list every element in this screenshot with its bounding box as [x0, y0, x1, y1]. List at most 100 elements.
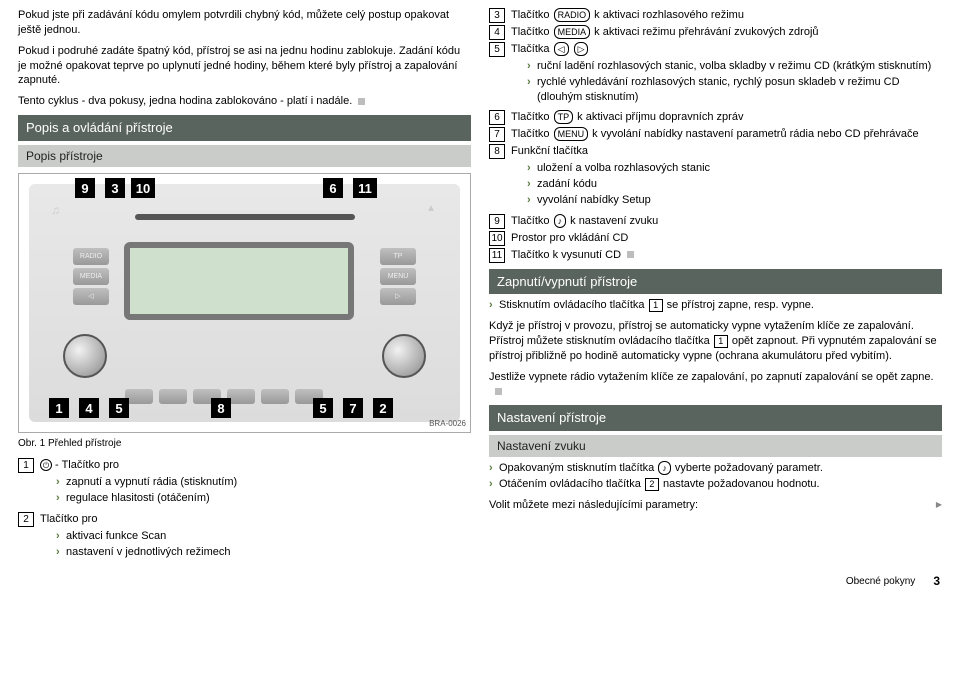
- num-5: 5: [489, 42, 505, 57]
- badge-4: 4: [79, 398, 99, 418]
- list-item-5: 5 Tlačítka ◁ ▷ ruční ladění rozhlasových…: [489, 42, 942, 108]
- left-arrow-button: ◁: [73, 288, 109, 305]
- txt: se přístroj zapne, resp. vypne.: [664, 299, 814, 311]
- eject-icon: ▲: [426, 202, 436, 216]
- right-knob: [382, 334, 426, 378]
- tp-key-icon: TP: [554, 110, 574, 124]
- footer-page: 3: [933, 573, 940, 589]
- badge-1: 1: [49, 398, 69, 418]
- item8-bullet: vyvolání nabídky Setup: [527, 193, 942, 208]
- page-footer: Obecné pokyny 3: [0, 569, 960, 595]
- list-item-3: 3 Tlačítko RADIO k aktivaci rozhlasového…: [489, 8, 942, 23]
- list-item-9: 9 Tlačítko ♪ k nastavení zvuku: [489, 214, 942, 229]
- item5-bullet: ruční ladění rozhlasových stanic, volba …: [527, 59, 942, 74]
- item8-bullet: zadání kódu: [527, 177, 942, 192]
- list-item-11: 11 Tlačítko k vysunutí CD: [489, 248, 942, 263]
- txt: Tlačítko k vysunutí CD: [511, 248, 942, 263]
- intro-p1: Pokud jste při zadávání kódu omylem potv…: [18, 8, 471, 38]
- num-7: 7: [489, 127, 505, 142]
- footer-section: Obecné pokyny: [846, 575, 916, 589]
- item2-bullet: nastavení v jednotlivých režimech: [56, 545, 471, 560]
- right-arrow-button: ▷: [380, 288, 416, 305]
- item8-bullet: uložení a volba rozhlasových stanic: [527, 161, 942, 176]
- power-symbol: ⏻: [40, 459, 52, 471]
- fn-key: [159, 389, 187, 404]
- section-power: Zapnutí/vypnutí přístroje: [489, 269, 942, 295]
- badge-5: 5: [109, 398, 129, 418]
- num-8: 8: [489, 144, 505, 159]
- intro-p2: Pokud i podruhé zadáte špatný kód, příst…: [18, 44, 471, 89]
- item5-bullet: rychlé vyhledávání rozhlasových stanic, …: [527, 75, 942, 105]
- list-item-7: 7 Tlačítko MENU k vyvolání nabídky nasta…: [489, 127, 942, 142]
- ref-2-icon: 2: [645, 478, 659, 491]
- badge-2: 2: [373, 398, 393, 418]
- txt: Tlačítka: [511, 43, 553, 55]
- media-button: MEDIA: [73, 268, 109, 285]
- section-settings: Nastavení přístroje: [489, 405, 942, 431]
- ref-1-icon: 1: [714, 335, 728, 348]
- num-6: 6: [489, 110, 505, 125]
- seek-left-icon: ◁: [554, 42, 569, 56]
- tp-button: TP: [380, 248, 416, 265]
- txt: vyberte požadovaný parametr.: [672, 462, 823, 474]
- list-item-6: 6 Tlačítko TP k aktivaci příjmu dopravní…: [489, 110, 942, 125]
- left-knob: [63, 334, 107, 378]
- radio-key-icon: RADIO: [554, 8, 591, 22]
- fn-key: [125, 389, 153, 404]
- image-code: BRA-0026: [429, 419, 466, 430]
- txt: k nastavení zvuku: [567, 215, 658, 227]
- badge-8: 8: [211, 398, 231, 418]
- power-p1: Když je přístroj v provozu, přístroj se …: [489, 319, 942, 364]
- cd-slot: [135, 214, 355, 220]
- sound-p: Volit můžete mezi následujícími parametr…: [489, 498, 942, 513]
- list-item-2: 2 Tlačítko pro aktivaci funkce Scan nast…: [18, 512, 471, 564]
- txt: Stisknutím ovládacího tlačítka: [499, 299, 648, 311]
- txt: k aktivaci rozhlasového režimu: [591, 9, 744, 21]
- badge-6: 6: [323, 178, 343, 198]
- media-key-icon: MEDIA: [554, 25, 591, 39]
- power-p2: Jestliže vypnete rádio vytažením klíče z…: [489, 370, 942, 400]
- num-3: 3: [489, 8, 505, 23]
- list-item-10: 10 Prostor pro vkládání CD: [489, 231, 942, 246]
- badge-7: 7: [343, 398, 363, 418]
- fn-key: [261, 389, 289, 404]
- section-title: Popis a ovládání přístroje: [18, 115, 471, 141]
- subsection-title: Popis přístroje: [18, 145, 471, 167]
- list-item-1: 1 ⏻ - Tlačítko pro zapnutí a vypnutí rád…: [18, 458, 471, 510]
- num-11: 11: [489, 248, 505, 263]
- txt: Funkční tlačítka: [511, 145, 588, 157]
- txt: Tlačítko: [511, 128, 553, 140]
- menu-button: MENU: [380, 268, 416, 285]
- badge-3: 3: [105, 178, 125, 198]
- sound-key-icon: ♪: [658, 461, 671, 475]
- music-icon: ♫: [51, 202, 60, 218]
- badge-11: 11: [353, 178, 377, 198]
- radio-button: RADIO: [73, 248, 109, 265]
- radio-overview-image: ♫ ▲ ⏻ RADIO MEDIA ◁ TP MENU ▷: [18, 173, 471, 433]
- sound-bullet: Opakovaným stisknutím tlačítka ♪ vyberte…: [489, 461, 942, 476]
- badge-9: 9: [75, 178, 95, 198]
- list-item-4: 4 Tlačítko MEDIA k aktivaci režimu přehr…: [489, 25, 942, 40]
- num-2: 2: [18, 512, 34, 527]
- num-10: 10: [489, 231, 505, 246]
- badge-5b: 5: [313, 398, 333, 418]
- list-item-8: 8 Funkční tlačítka uložení a volba rozhl…: [489, 144, 942, 211]
- txt: Tlačítko: [511, 215, 553, 227]
- sound-key-icon: ♪: [554, 214, 567, 228]
- figure-caption: Obr. 1 Přehled přístroje: [18, 437, 471, 451]
- txt: Opakovaným stisknutím tlačítka: [499, 462, 657, 474]
- txt: nastavte požadovanou hodnotu.: [660, 478, 820, 490]
- item1-bullet: regulace hlasitosti (otáčením): [56, 491, 471, 506]
- badge-10: 10: [131, 178, 155, 198]
- radio-body: ♫ ▲ ⏻ RADIO MEDIA ◁ TP MENU ▷: [29, 184, 460, 422]
- menu-key-icon: MENU: [554, 127, 589, 141]
- num-1: 1: [18, 458, 34, 473]
- item1-bullet: zapnutí a vypnutí rádia (stisknutím): [56, 475, 471, 490]
- txt: Tlačítko: [511, 9, 553, 21]
- sound-bullet: Otáčením ovládacího tlačítka 2 nastavte …: [489, 477, 942, 492]
- txt: Otáčením ovládacího tlačítka: [499, 478, 644, 490]
- item2-label: Tlačítko pro: [40, 513, 97, 525]
- txt: k vyvolání nabídky nastavení parametrů r…: [589, 128, 919, 140]
- num-9: 9: [489, 214, 505, 229]
- item1-label: - Tlačítko pro: [52, 459, 119, 471]
